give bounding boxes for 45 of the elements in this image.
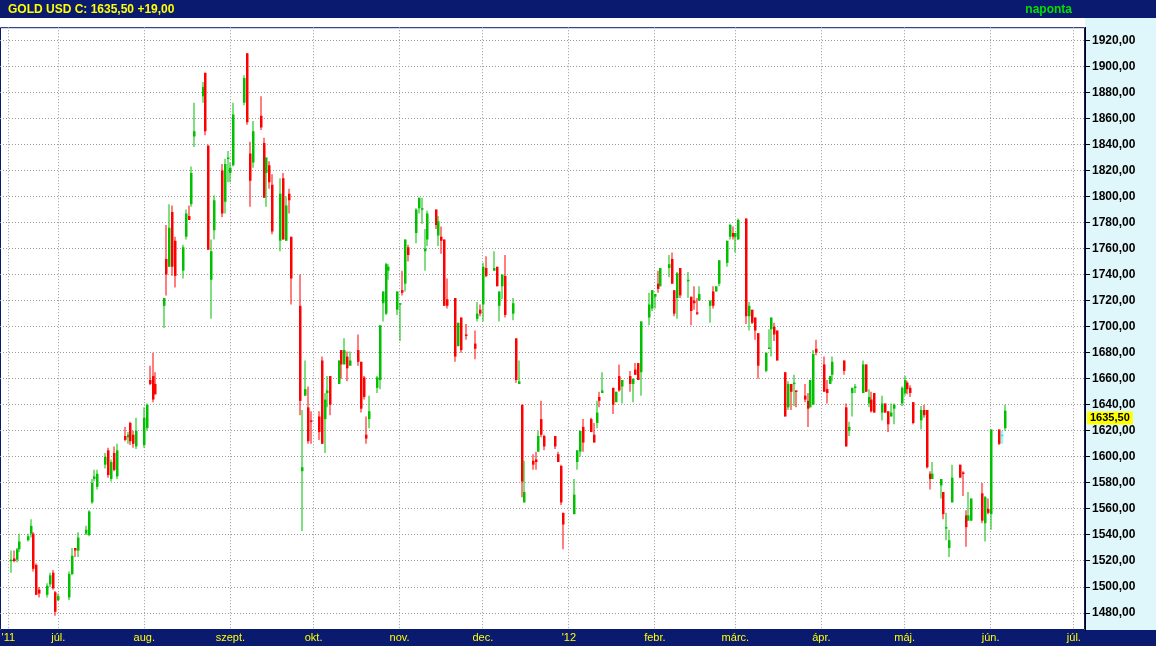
y-tick-label: 1760,00 [1092, 240, 1136, 255]
text: 1635,50 [1090, 411, 1130, 424]
y-tick-label: 1620,00 [1092, 423, 1136, 438]
y-tick-label: 1840,00 [1092, 136, 1136, 151]
y-tick-label: 1860,00 [1092, 110, 1136, 125]
x-tick-label: dec. [472, 630, 494, 643]
y-tick-label: 1820,00 [1092, 162, 1136, 177]
x-tick-label: '11 [1, 630, 16, 643]
candlestick [421, 197, 424, 224]
x-tick-label: márc. [721, 630, 750, 643]
y-tick-label: 1780,00 [1092, 214, 1136, 229]
y-tick-label: 1880,00 [1092, 84, 1136, 99]
y-tick-label: 1720,00 [1092, 292, 1136, 307]
y-tick-label: 1600,00 [1092, 449, 1136, 464]
x-tick-label: júl. [1065, 630, 1081, 643]
x-tick-label: ápr. [812, 630, 831, 643]
x-tick-label: febr. [644, 630, 666, 643]
chart-title: GOLD USD C: 1635,50 +19,00 [8, 1, 175, 18]
x-tick-label: szept. [215, 630, 245, 643]
candlestick [945, 512, 948, 541]
x-tick-label: '12 [561, 630, 577, 643]
candlestick [310, 411, 313, 444]
y-tick-label: 1700,00 [1092, 318, 1136, 333]
y-tick-label: 1920,00 [1092, 32, 1136, 47]
y-tick-label: 1640,00 [1092, 397, 1136, 412]
y-tick-label: 1900,00 [1092, 58, 1136, 73]
y-tick-label: 1740,00 [1092, 266, 1136, 281]
y-tick-label: 1580,00 [1092, 475, 1136, 490]
x-tick-label: jún. [980, 630, 1000, 643]
x-tick-label: júl. [50, 630, 66, 643]
y-tick-label: 1540,00 [1092, 527, 1136, 542]
y-tick-label: 1680,00 [1092, 345, 1136, 359]
x-tick-label: máj. [894, 630, 916, 643]
candlestick [301, 409, 304, 532]
y-tick-label: 1480,00 [1092, 605, 1136, 620]
candlestick [518, 360, 521, 384]
y-tick-label: 1500,00 [1092, 579, 1136, 594]
x-tick-label: okt. [304, 630, 323, 643]
chart-subtitle: naponta [1025, 1, 1072, 18]
y-tick-label: 1520,00 [1092, 553, 1136, 568]
x-tick-label: aug. [133, 630, 156, 643]
y-tick-label: 1660,00 [1092, 371, 1136, 386]
x-tick-label: nov. [389, 630, 410, 643]
y-tick-label: 1800,00 [1092, 188, 1136, 203]
y-tick-label: 1560,00 [1092, 501, 1136, 516]
